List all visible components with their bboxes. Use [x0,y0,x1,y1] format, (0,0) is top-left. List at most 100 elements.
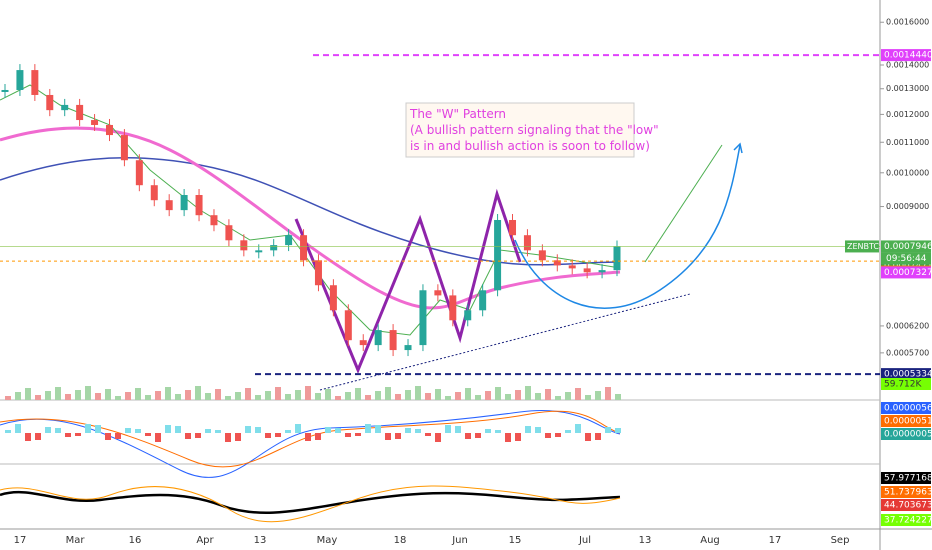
macd-bar [425,433,431,436]
macd-bar [95,425,101,433]
volume-bar [615,394,621,400]
volume-bar [265,391,271,400]
macd-bar [555,433,561,437]
volume-bar [415,386,421,400]
annotation: The "W" Pattern [409,107,506,121]
volume-bar [475,395,481,400]
rsi-ma [0,485,621,523]
macd-bar [385,433,391,440]
macd-bar [475,433,481,438]
volume-bar [335,396,341,400]
macd-bar [405,428,411,433]
volume-bar [135,388,141,400]
volume-bar [165,387,171,400]
x-tick-label: Jun [451,535,468,546]
y-tick-label: 0.0012000 [886,110,929,119]
macd-bar [465,433,471,439]
y-tick-label: 0.0009000 [886,202,929,211]
macd-bar [395,433,401,439]
macd-bar [285,430,291,433]
macd-bar [595,433,601,440]
macd-bar [65,433,71,437]
macd-bar [325,427,331,433]
macd-bar [15,424,21,433]
macd-line [0,410,621,478]
volume-bar [75,390,81,400]
macd-bar [605,427,611,433]
volume-bar [95,393,101,400]
candle [568,265,576,269]
indicator-label-bg [881,472,931,484]
macd-bar [185,433,191,439]
annotation: (A bullish pattern signaling that the "l… [410,123,659,137]
indicator-label-bg [881,486,931,498]
volume-bar [425,393,431,400]
candle [374,330,382,346]
macd-bar [295,424,301,433]
candle [120,135,128,161]
volume-bar [115,396,121,400]
volume-bar [605,387,611,400]
macd-bar [575,424,581,433]
candle [46,94,54,111]
candle [404,345,412,351]
volume-bar [105,389,111,400]
symbol-bg [845,240,879,253]
candle [419,290,427,346]
x-tick-label: 16 [129,535,142,546]
x-tick-label: Sep [831,535,850,546]
candle [165,200,173,211]
y-tick-label: 0.0005700 [886,348,929,357]
candle [255,250,263,253]
macd-bar [415,429,421,433]
countdown: 09:56:44 [886,254,927,264]
volume-bar [125,392,131,400]
macd-bar [275,433,281,437]
volume-bar [575,388,581,400]
volume-bar [305,386,311,400]
price-label-bg [881,266,931,279]
volume-bar [5,396,11,400]
macd-bar [585,433,591,441]
macd-bar [565,430,571,433]
volume-bar [35,395,41,400]
indicator-label: 0.0000005 [884,430,932,440]
volume-bar [65,394,71,400]
volume-bar [325,389,331,400]
candle [464,310,472,321]
macd-bar [125,428,131,433]
volume-bar [155,391,161,400]
volume-bar [585,395,591,400]
volume-label: 59.712K [884,380,922,390]
volume-bar [365,395,371,400]
candle [300,235,308,261]
indicator-label-bg [881,402,931,414]
macd-bar [345,433,351,437]
macd-bar [365,424,371,433]
x-tick-label: 17 [769,535,782,546]
volume-bar [395,394,401,400]
macd-bar [85,424,91,433]
volume-bar [345,392,351,400]
volume-bar [545,389,551,400]
candle [31,70,39,95]
volume-bar [455,392,461,400]
macd-bar [105,433,111,440]
arrow [644,144,723,263]
candle [389,330,397,351]
volume-bar [405,390,411,400]
volume-bar [465,388,471,400]
candle [479,290,487,311]
macd-bar [435,433,441,442]
macd-bar [525,426,531,433]
candle [538,250,546,261]
price-label-bg [881,368,931,381]
candle [225,225,233,241]
projection-curve [514,144,741,309]
volume-bar [185,390,191,400]
x-tick-label: Apr [196,535,214,546]
indicator-label-bg [881,415,931,427]
macd-bar [165,425,171,433]
volume-bar [285,394,291,400]
